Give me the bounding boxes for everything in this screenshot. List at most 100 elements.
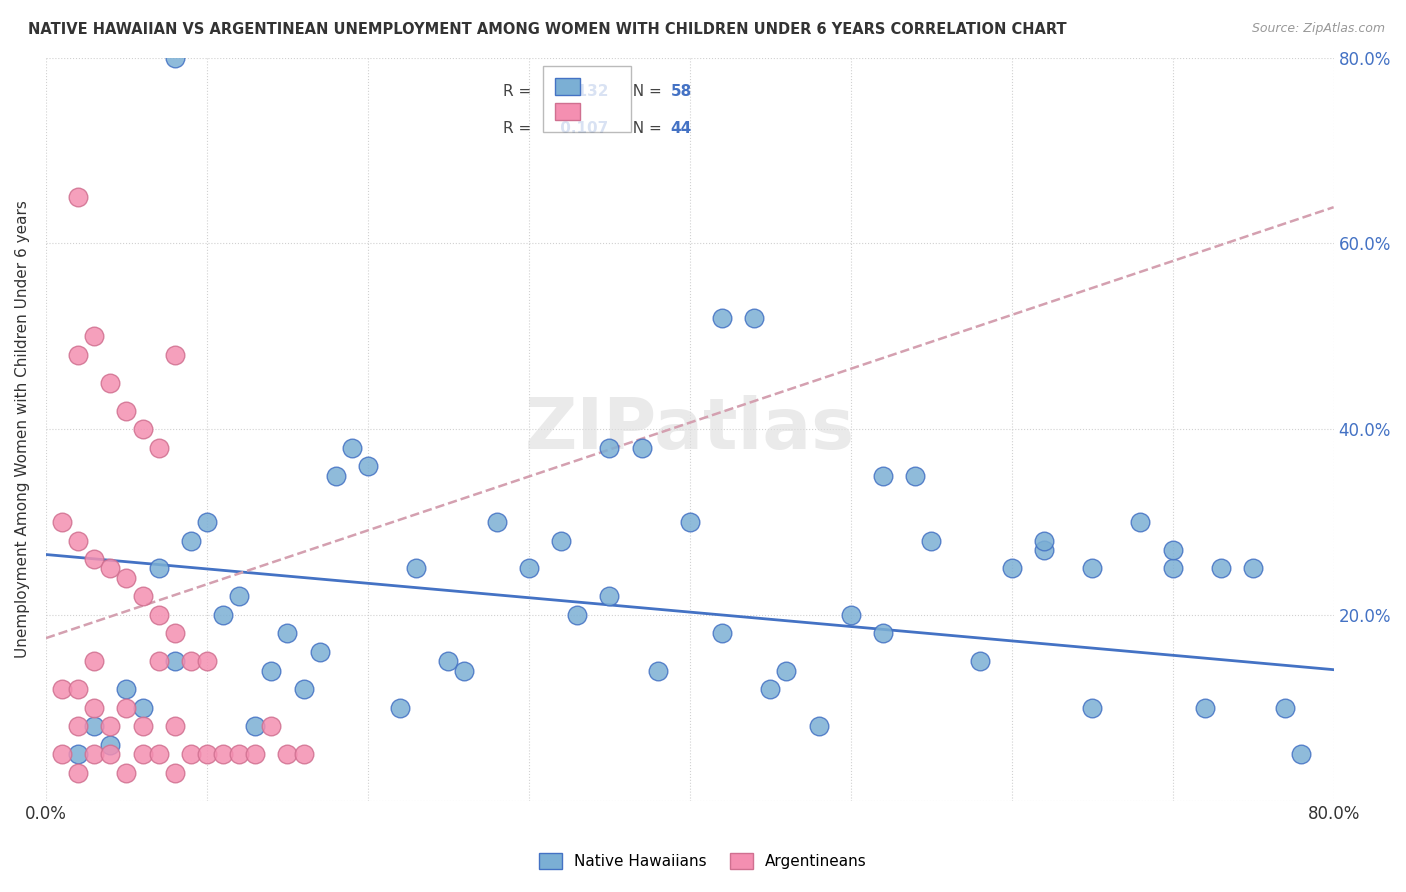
Text: 0.107: 0.107 (554, 120, 607, 136)
Text: Source: ZipAtlas.com: Source: ZipAtlas.com (1251, 22, 1385, 36)
Point (308, 645, 330, 659)
Point (180, 747, 202, 761)
Point (163, 765, 186, 780)
Point (51, 747, 73, 761)
Point (148, 607, 170, 622)
Point (742, 310, 765, 325)
Text: R =: R = (503, 120, 536, 136)
Point (1032, 542, 1054, 557)
Text: NATIVE HAWAIIAN VS ARGENTINEAN UNEMPLOYMENT AMONG WOMEN WITH CHILDREN UNDER 6 YE: NATIVE HAWAIIAN VS ARGENTINEAN UNEMPLOYM… (28, 22, 1067, 37)
Point (83, 329, 105, 343)
Text: -0.132: -0.132 (554, 84, 609, 99)
Point (98, 738, 121, 752)
Point (260, 664, 283, 678)
Point (67, 533, 90, 548)
Point (131, 422, 153, 436)
Point (131, 590, 153, 604)
Point (148, 747, 170, 761)
Point (245, 747, 267, 761)
Point (115, 682, 138, 697)
Point (1032, 533, 1054, 548)
Point (1274, 700, 1296, 714)
Text: N =: N = (623, 120, 666, 136)
Legend: Native Hawaiians, Argentineans: Native Hawaiians, Argentineans (533, 847, 873, 875)
Point (163, 348, 186, 362)
Point (1241, 561, 1264, 575)
Point (759, 682, 782, 697)
Y-axis label: Unemployment Among Women with Children Under 6 years: Unemployment Among Women with Children U… (15, 200, 30, 658)
Text: 44: 44 (671, 120, 692, 136)
Point (228, 747, 250, 761)
Point (517, 561, 540, 575)
Point (180, 533, 202, 548)
Point (98, 719, 121, 733)
Point (485, 515, 508, 529)
Point (98, 376, 121, 390)
Legend:      ,      : , (543, 66, 631, 132)
Point (711, 626, 734, 640)
Point (148, 654, 170, 668)
Point (212, 607, 235, 622)
Point (598, 590, 620, 604)
Point (260, 719, 283, 733)
Point (51, 515, 73, 529)
Text: ZIPatlas: ZIPatlas (524, 394, 855, 464)
Point (1081, 700, 1104, 714)
Point (67, 682, 90, 697)
Point (839, 607, 862, 622)
Point (98, 561, 121, 575)
Point (389, 700, 412, 714)
Point (115, 700, 138, 714)
Point (131, 719, 153, 733)
Point (83, 719, 105, 733)
Point (1081, 561, 1104, 575)
Point (148, 441, 170, 455)
Point (98, 747, 121, 761)
Point (67, 190, 90, 204)
Text: R =: R = (503, 84, 536, 99)
Point (163, 626, 186, 640)
Point (1001, 561, 1024, 575)
Point (115, 571, 138, 585)
Point (1161, 561, 1184, 575)
Point (1291, 747, 1313, 761)
Point (245, 719, 267, 733)
Point (598, 441, 620, 455)
Point (131, 747, 153, 761)
Point (292, 682, 315, 697)
Point (647, 664, 669, 678)
Point (325, 468, 347, 483)
Point (163, 719, 186, 733)
Text: 58: 58 (671, 84, 692, 99)
Point (83, 700, 105, 714)
Point (131, 700, 153, 714)
Point (195, 515, 218, 529)
Point (357, 459, 380, 474)
Point (180, 654, 202, 668)
Point (679, 515, 702, 529)
Point (163, 654, 186, 668)
Point (565, 607, 588, 622)
Point (67, 765, 90, 780)
Point (195, 747, 218, 761)
Point (195, 654, 218, 668)
Point (872, 626, 894, 640)
Point (115, 765, 138, 780)
Point (83, 552, 105, 566)
Point (1129, 515, 1152, 529)
Point (163, 51, 186, 65)
Point (437, 654, 460, 668)
Point (920, 533, 942, 548)
Point (83, 654, 105, 668)
Point (630, 441, 652, 455)
Point (212, 747, 235, 761)
Point (115, 403, 138, 417)
Point (711, 310, 734, 325)
Point (872, 468, 894, 483)
Point (148, 561, 170, 575)
Point (340, 441, 363, 455)
Point (453, 664, 475, 678)
Point (550, 533, 572, 548)
Point (51, 682, 73, 697)
Text: N =: N = (623, 84, 666, 99)
